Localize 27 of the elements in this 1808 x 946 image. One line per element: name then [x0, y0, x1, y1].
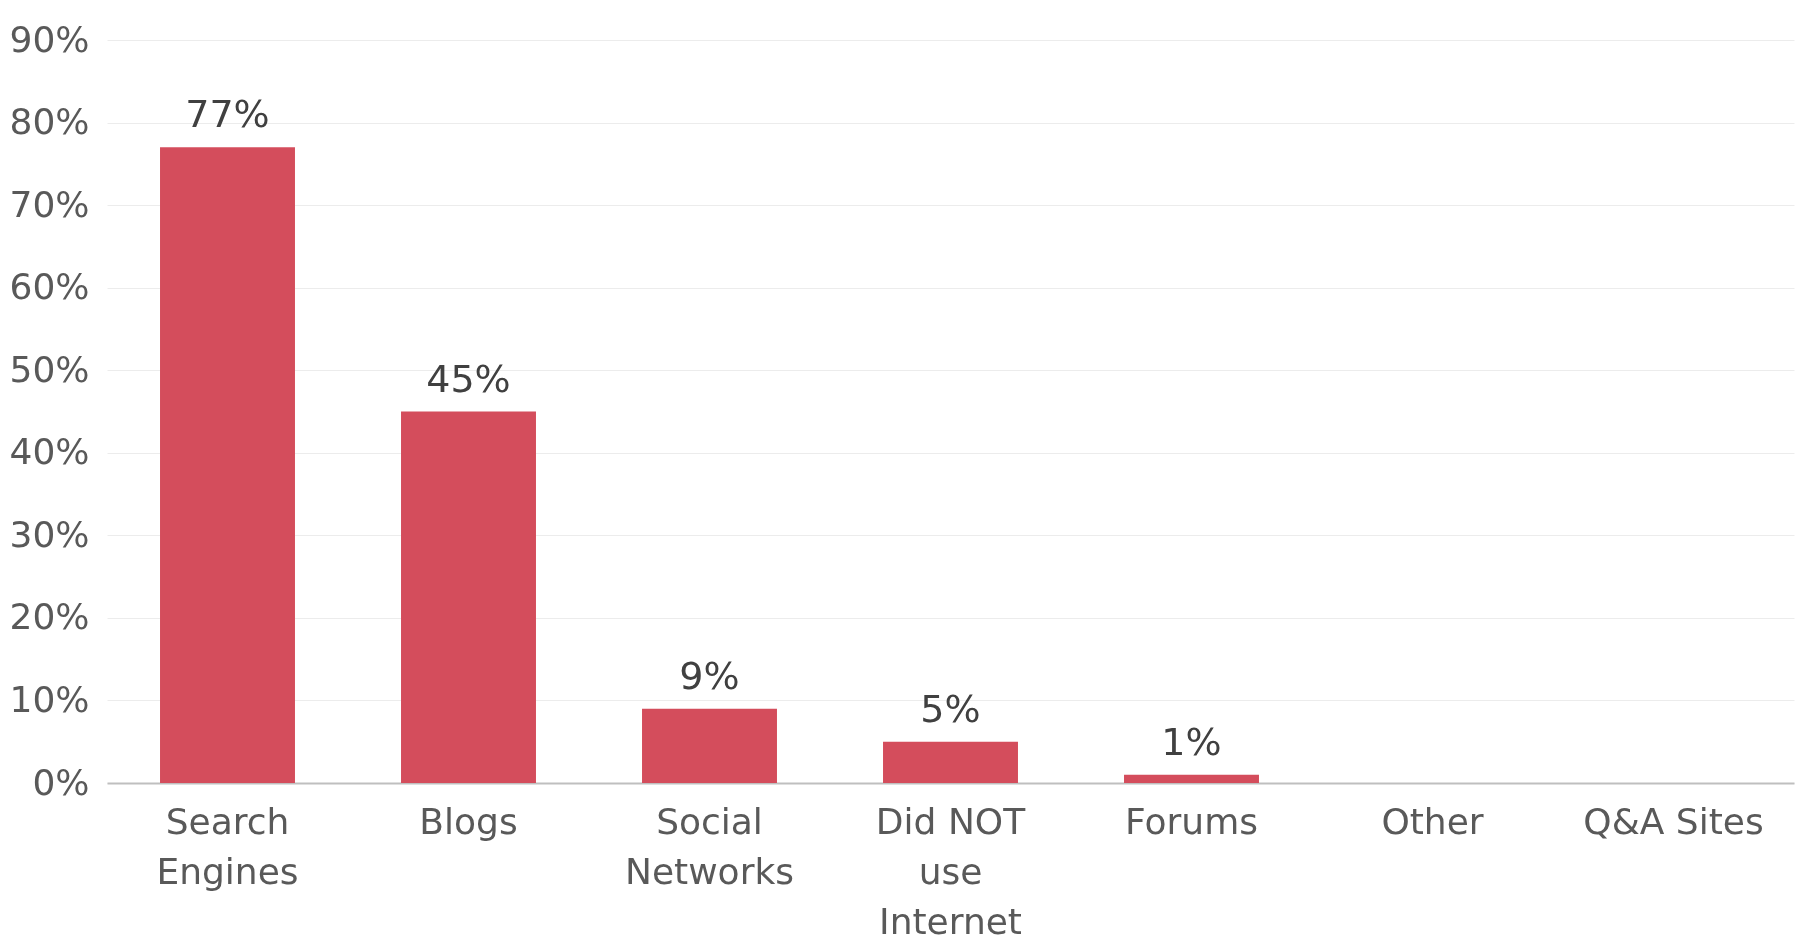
y-tick-label: 10% — [9, 678, 90, 720]
data-label: 1% — [1161, 719, 1222, 764]
x-tick-label: Q&A Sites — [1583, 800, 1764, 842]
x-tick-label: Search Engines — [156, 800, 299, 892]
data-label: 77% — [185, 92, 270, 137]
data-label: 9% — [679, 653, 740, 698]
bar — [1124, 774, 1259, 783]
y-tick-label: 60% — [9, 266, 90, 308]
y-tick-label: 40% — [9, 431, 90, 473]
data-label: 5% — [920, 686, 981, 731]
bar — [160, 147, 295, 783]
x-tick-label: Did NOT use Internet — [875, 800, 1027, 942]
x-tick-label: Forums — [1125, 800, 1258, 842]
y-tick-label: 90% — [9, 18, 90, 60]
bar — [401, 411, 536, 783]
y-tick-label: 20% — [9, 596, 90, 638]
bar — [642, 708, 777, 783]
y-tick-label: 30% — [9, 513, 90, 555]
x-tick-label: Social Networks — [624, 800, 795, 892]
y-tick-label: 70% — [9, 183, 90, 225]
y-tick-label: 80% — [9, 101, 90, 143]
y-tick-label: 50% — [9, 348, 90, 390]
data-label: 45% — [426, 356, 511, 401]
x-tick-label: Other — [1381, 800, 1484, 842]
bar — [883, 741, 1018, 783]
y-tick-label: 0% — [32, 761, 90, 803]
x-tick-label: Blogs — [419, 800, 518, 842]
